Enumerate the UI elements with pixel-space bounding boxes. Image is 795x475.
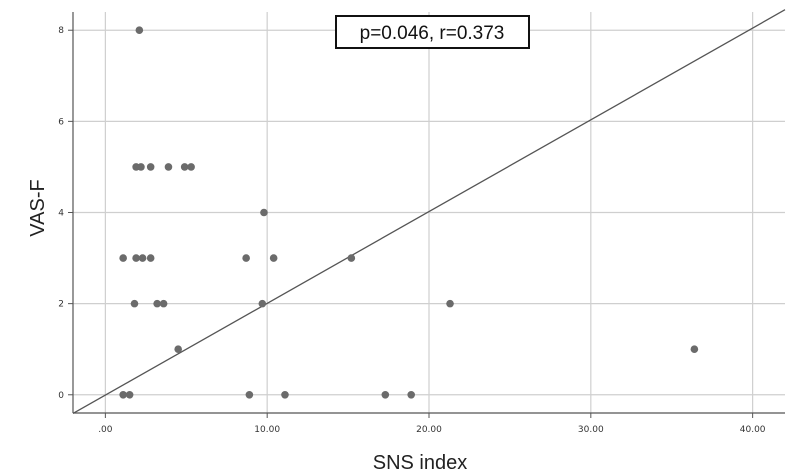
y-tick-labels: 0 2 4 6 8 [58, 26, 64, 401]
data-point [132, 254, 140, 262]
data-point [119, 254, 127, 262]
fit-line [72, 9, 786, 415]
data-point [269, 254, 278, 262]
data-point [164, 163, 173, 171]
y-tick-label: 2 [58, 300, 64, 310]
data-point [119, 390, 127, 399]
y-tick-label: 6 [58, 117, 64, 127]
x-tick-label: .00 [98, 425, 113, 435]
fit-line-group [72, 9, 786, 415]
x-tick-label: 30.00 [578, 425, 604, 435]
data-point [180, 163, 189, 171]
data-point [135, 26, 144, 35]
data-point [260, 208, 268, 217]
y-tick-label: 8 [58, 26, 64, 36]
data-point [258, 299, 267, 308]
data-point [146, 163, 155, 171]
data-point [690, 345, 699, 354]
data-point [159, 299, 168, 308]
annotation-frame [335, 15, 530, 49]
y-tick-label: 0 [58, 391, 64, 401]
data-point [130, 299, 139, 308]
data-point [137, 163, 145, 171]
data-point [153, 299, 161, 308]
data-point [245, 390, 254, 399]
data-point [446, 299, 454, 308]
data-point [125, 390, 134, 399]
data-point [242, 254, 250, 262]
data-point [174, 345, 182, 354]
x-tick-label: 20.00 [416, 425, 442, 435]
x-axis-title: SNS index [373, 452, 468, 474]
data-point [347, 254, 356, 262]
y-axis-title: VAS-F [27, 179, 49, 236]
y-tick-label: 4 [58, 209, 64, 219]
data-point [187, 163, 195, 171]
data-points [119, 26, 699, 399]
annotation-text: p=0.046, r=0.373 [360, 23, 505, 44]
axes [68, 12, 785, 418]
annotation-box: p=0.046, r=0.373 [335, 15, 530, 49]
data-point [138, 254, 147, 262]
x-tick-label: 10.00 [254, 425, 280, 435]
x-tick-label: 40.00 [740, 425, 766, 435]
x-tick-labels: .00 10.00 20.00 30.00 40.00 [98, 425, 766, 435]
data-point [281, 390, 289, 399]
data-point [407, 390, 416, 399]
data-point [146, 254, 155, 262]
grid-lines [73, 12, 785, 413]
data-point [381, 390, 390, 399]
